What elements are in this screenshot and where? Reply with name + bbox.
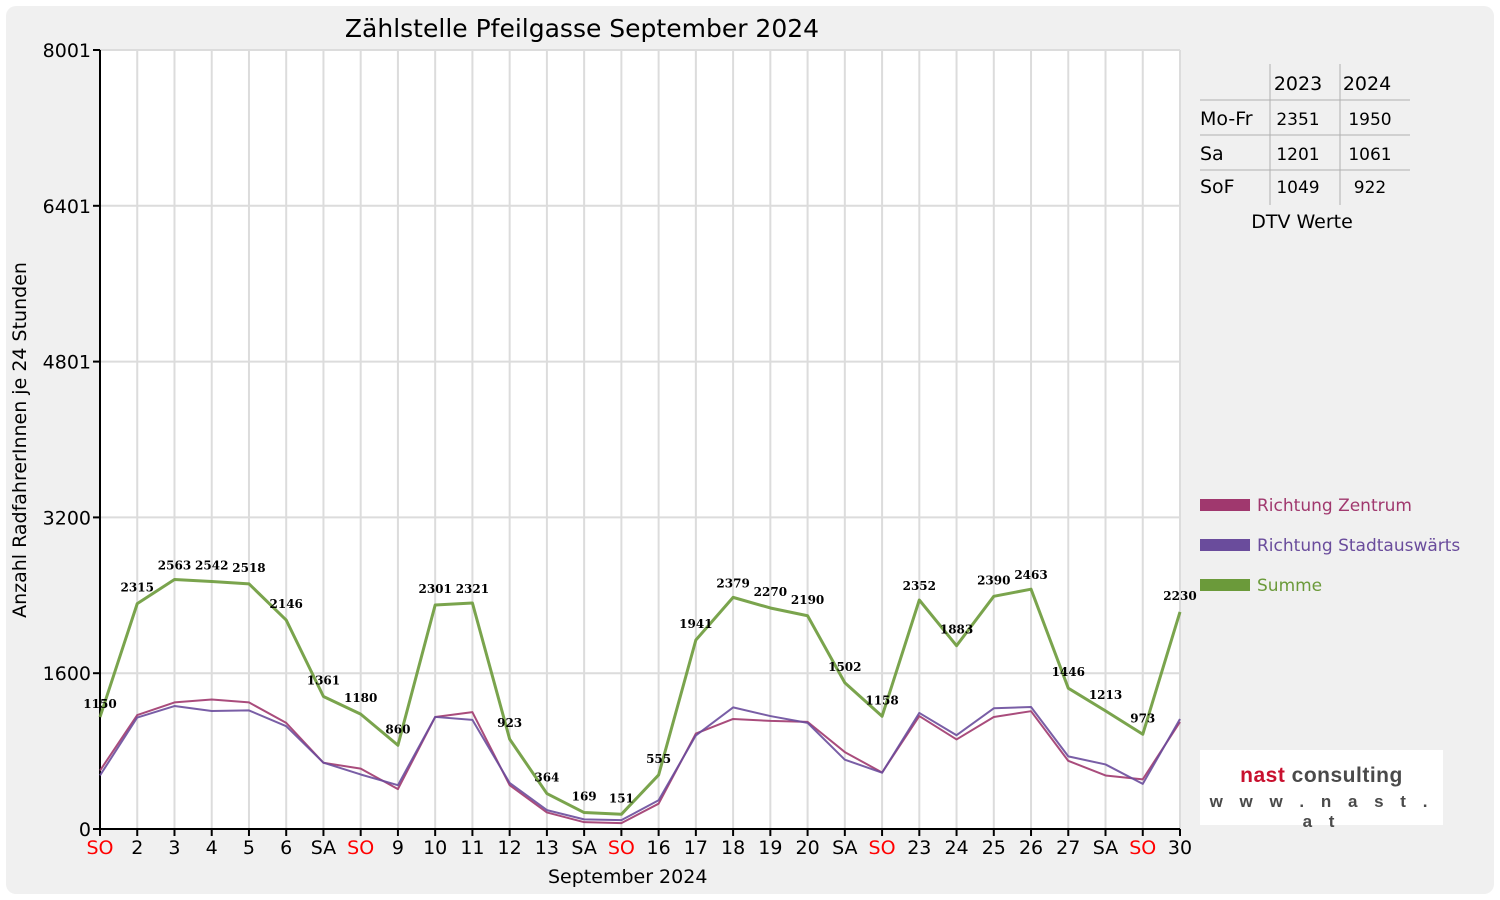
data-label: 2352 — [903, 579, 936, 593]
data-label: 2563 — [158, 558, 191, 572]
dtv-header-2024: 2024 — [1343, 73, 1391, 95]
x-tick-label: 16 — [647, 837, 671, 859]
legend-label: Richtung Zentrum — [1257, 496, 1412, 516]
x-tick-label: 2 — [131, 837, 143, 859]
data-label: 2190 — [791, 593, 824, 607]
chart-title: Zählstelle Pfeilgasse September 2024 — [345, 14, 819, 43]
legend-label: Summe — [1257, 576, 1322, 596]
dtv-table: 2023 2024 Mo-Fr 2351 1950 Sa 1201 1061 S… — [1200, 64, 1410, 233]
data-label: 2518 — [232, 561, 265, 575]
y-tick-label: 4801 — [43, 352, 91, 374]
data-label: 923 — [497, 716, 522, 730]
x-tick-label: SA — [832, 837, 857, 859]
data-label: 364 — [534, 771, 559, 785]
dtv-header-2023: 2023 — [1274, 73, 1322, 95]
dtv-cell: 2351 — [1276, 110, 1319, 130]
x-axis-label: September 2024 — [548, 866, 707, 888]
x-tick-label: 19 — [758, 837, 782, 859]
plot-area — [100, 50, 1180, 829]
x-tick-label: 25 — [982, 837, 1006, 859]
data-label: 973 — [1130, 711, 1155, 725]
x-tick-label: 6 — [280, 837, 292, 859]
data-label: 860 — [385, 722, 410, 736]
x-tick-label: SO — [1129, 837, 1156, 859]
logo-url: w w w . n a s t . a t — [1209, 792, 1434, 831]
x-tick-label: 12 — [498, 837, 522, 859]
y-tick-label: 6401 — [43, 196, 91, 218]
x-tick-label: 23 — [907, 837, 931, 859]
data-label: 1446 — [1052, 665, 1085, 679]
dtv-cell: 1049 — [1276, 178, 1319, 198]
data-label: 2542 — [195, 559, 228, 573]
x-tick-label: 9 — [392, 837, 404, 859]
data-label: 2379 — [716, 576, 749, 590]
data-label: 1361 — [307, 673, 340, 687]
nast-consulting-logo: nast consulting w w w . n a s t . a t — [1200, 750, 1443, 831]
dtv-cell: 922 — [1354, 178, 1386, 198]
data-label: 1941 — [679, 617, 712, 631]
legend: Richtung Zentrum Richtung Stadtauswärts Su… — [1200, 496, 1460, 596]
data-label: 2390 — [977, 573, 1010, 587]
x-tick-label: SA — [571, 837, 596, 859]
x-tick-label: 26 — [1019, 837, 1043, 859]
x-tick-label: SO — [608, 837, 635, 859]
data-label: 169 — [572, 790, 597, 804]
legend-swatch — [1200, 499, 1250, 511]
y-tick-label: 1600 — [43, 663, 91, 685]
y-tick-label: 8001 — [43, 40, 91, 62]
y-tick-label: 0 — [79, 819, 91, 841]
x-tick-label: 27 — [1056, 837, 1080, 859]
data-label: 555 — [646, 752, 671, 766]
x-tick-label: SA — [311, 837, 336, 859]
x-tick-label: 5 — [243, 837, 255, 859]
dtv-row-label: Mo-Fr — [1200, 108, 1253, 130]
data-label: 1180 — [344, 691, 377, 705]
data-label: 1150 — [83, 697, 116, 711]
dtv-caption: DTV Werte — [1251, 211, 1353, 233]
data-label: 2463 — [1014, 568, 1047, 582]
y-axis-label: Anzahl RadfahrerInnen je 24 Stunden — [9, 262, 31, 618]
legend-label: Richtung Stadtauswärts — [1257, 536, 1460, 556]
dtv-row-label: SoF — [1200, 176, 1235, 198]
x-tick-label: SO — [347, 837, 374, 859]
data-label: 2315 — [121, 581, 154, 595]
series-line-1 — [99, 705, 1181, 822]
series-line-2 — [98, 577, 1182, 816]
logo-text-consulting: consulting — [1291, 764, 1403, 787]
data-label: 1883 — [940, 623, 973, 637]
x-tick-label: 24 — [944, 837, 968, 859]
x-tick-label: SO — [869, 837, 896, 859]
dtv-cell: 1201 — [1276, 145, 1319, 165]
x-tick-label: 30 — [1168, 837, 1192, 859]
x-tick-label: 13 — [535, 837, 559, 859]
data-label: 1213 — [1089, 688, 1122, 702]
data-label: 1158 — [865, 693, 898, 707]
x-tick-label: 18 — [721, 837, 745, 859]
dtv-row-label: Sa — [1200, 143, 1224, 165]
legend-swatch — [1200, 579, 1250, 591]
x-tick-label: 20 — [795, 837, 819, 859]
data-label: 2270 — [754, 585, 787, 599]
dtv-cell: 1950 — [1348, 110, 1391, 130]
x-tick-label: SO — [86, 837, 113, 859]
x-tick-label: 17 — [684, 837, 708, 859]
x-tick-label: 10 — [423, 837, 447, 859]
series-line-0 — [99, 698, 1181, 825]
x-tick-label: SA — [1093, 837, 1118, 859]
legend-swatch — [1200, 539, 1250, 551]
data-label: 2301 — [418, 582, 451, 596]
data-label: 2146 — [270, 597, 303, 611]
data-label: 2230 — [1163, 589, 1196, 603]
y-tick-label: 3200 — [43, 507, 91, 529]
x-tick-label: 11 — [460, 837, 484, 859]
x-tick-label: 4 — [206, 837, 218, 859]
data-label: 2321 — [456, 582, 489, 596]
dtv-cell: 1061 — [1348, 145, 1391, 165]
x-tick-label: 3 — [168, 837, 180, 859]
data-label: 151 — [609, 791, 634, 805]
data-label: 1502 — [828, 660, 861, 674]
logo-text-nast: nast — [1240, 764, 1286, 787]
